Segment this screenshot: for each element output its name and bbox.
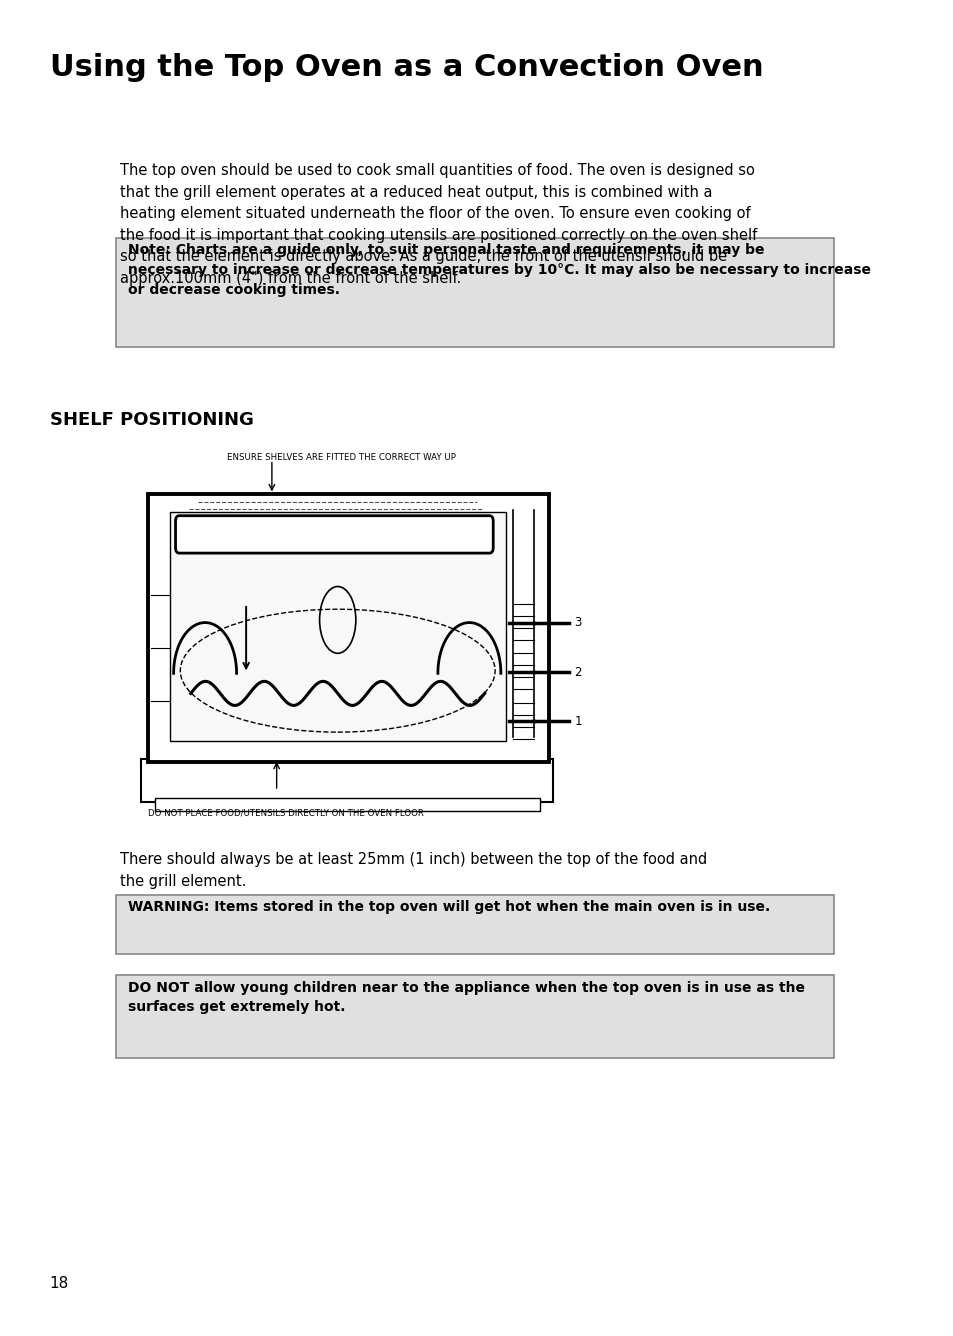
- Text: There should always be at least 25mm (1 inch) between the top of the food and
th: There should always be at least 25mm (1 …: [120, 852, 707, 888]
- FancyBboxPatch shape: [148, 494, 548, 762]
- Text: 18: 18: [50, 1276, 69, 1291]
- Text: WARNING: Items stored in the top oven will get hot when the main oven is in use.: WARNING: Items stored in the top oven wi…: [128, 900, 769, 914]
- Text: 3: 3: [574, 616, 581, 629]
- FancyBboxPatch shape: [175, 516, 493, 553]
- FancyBboxPatch shape: [141, 759, 553, 802]
- Text: 1: 1: [574, 715, 581, 728]
- Text: Using the Top Oven as a Convection Oven: Using the Top Oven as a Convection Oven: [50, 53, 762, 83]
- Text: SHELF POSITIONING: SHELF POSITIONING: [50, 411, 253, 429]
- Text: ENSURE SHELVES ARE FITTED THE CORRECT WAY UP: ENSURE SHELVES ARE FITTED THE CORRECT WA…: [227, 453, 456, 462]
- Text: 2: 2: [574, 665, 581, 679]
- FancyBboxPatch shape: [170, 512, 505, 741]
- Text: Note: Charts are a guide only, to suit personal taste and requirements, it may b: Note: Charts are a guide only, to suit p…: [128, 243, 870, 297]
- Text: DO NOT PLACE FOOD/UTENSILS DIRECTLY ON THE OVEN FLOOR: DO NOT PLACE FOOD/UTENSILS DIRECTLY ON T…: [148, 808, 423, 818]
- FancyBboxPatch shape: [154, 798, 539, 811]
- Text: The top oven should be used to cook small quantities of food. The oven is design: The top oven should be used to cook smal…: [120, 163, 757, 286]
- Text: DO NOT allow young children near to the appliance when the top oven is in use as: DO NOT allow young children near to the …: [128, 981, 804, 1014]
